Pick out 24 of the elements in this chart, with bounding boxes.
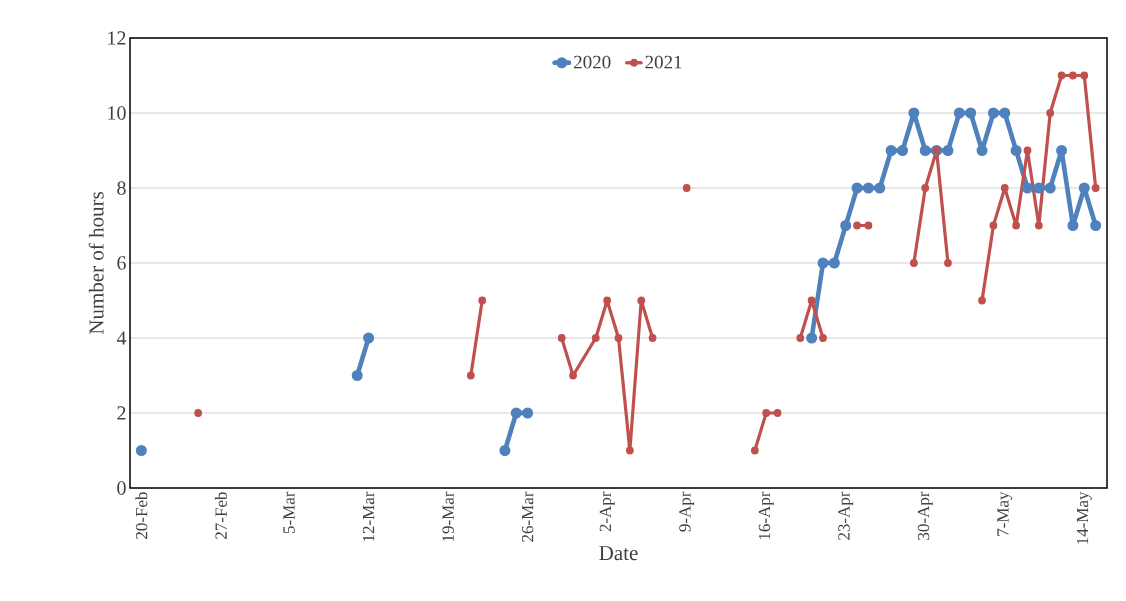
y-axis-title: Number of hours: [88, 192, 104, 335]
x-tick-label: 2-Apr: [599, 491, 615, 532]
x-tick-label: 9-Apr: [679, 491, 695, 532]
x-tick-label: 14-May: [1076, 491, 1092, 544]
x-tick-label: 23-Apr: [838, 491, 854, 540]
y-tick-label: 6: [117, 256, 126, 270]
legend-label: 2020: [574, 55, 611, 69]
y-tick-label: 10: [108, 106, 126, 120]
x-tick-label: 30-Apr: [917, 491, 933, 540]
y-tick-label: 8: [117, 181, 126, 195]
x-axis-title: Date: [599, 546, 638, 561]
y-tick-label: 2: [117, 406, 126, 420]
y-tick-label: 0: [117, 481, 126, 495]
x-tick-label: 12-Mar: [362, 491, 375, 541]
x-tick-label: 5-Mar: [283, 491, 295, 534]
x-tick-label: 20-Feb: [135, 492, 148, 539]
x-tick-label: 27-Feb: [214, 492, 227, 539]
legend-label: 2021: [645, 55, 682, 69]
x-tick-label: 26-Mar: [521, 491, 534, 542]
y-tick-label: 12: [108, 31, 126, 45]
x-tick-label: 19-Mar: [442, 491, 454, 541]
x-tick-label: 16-Apr: [758, 491, 774, 540]
y-tick-label: 4: [116, 331, 127, 345]
x-tick-label: 7-May: [997, 491, 1013, 536]
